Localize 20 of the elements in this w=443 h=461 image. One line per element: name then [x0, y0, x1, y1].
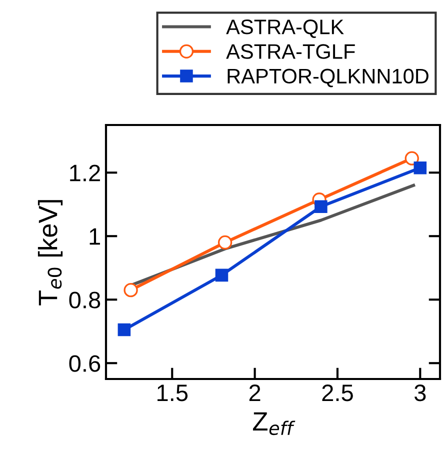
legend-label: ASTRA-QLK — [226, 20, 344, 38]
y-axis-title: T$_{e0}$ [keV] — [38, 200, 63, 306]
y-tick-label: 1.2 — [70, 164, 100, 182]
point — [215, 268, 228, 282]
y-tick-label: 0.6 — [69, 355, 100, 372]
point — [118, 323, 131, 336]
point — [124, 283, 138, 298]
point — [404, 151, 419, 166]
point — [314, 200, 328, 213]
x-tick-label: 2.5 — [322, 384, 353, 402]
point — [414, 161, 427, 174]
point — [218, 235, 232, 250]
x-tick-label: 3 — [414, 384, 426, 402]
y-tick-label: 0.8 — [69, 292, 100, 308]
y-tick-label: 1 — [90, 228, 100, 245]
legend-label: RAPTOR-QLKNN10D — [228, 68, 428, 88]
x-tick-label: 1.5 — [158, 384, 188, 402]
x-axis-title: Z$_{eff}$ — [252, 412, 296, 436]
legend-label: ASTRA-TGLF — [226, 44, 355, 59]
x-tick-label: 2 — [249, 384, 260, 401]
